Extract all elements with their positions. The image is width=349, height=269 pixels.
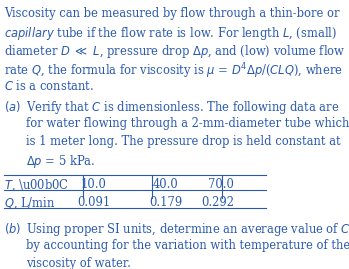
Text: Verify that $\it{C}$ is dimensionless. The following data are: Verify that $\it{C}$ is dimensionless. T… [26,99,340,116]
Text: diameter $\it{D}$ $\ll$ $\it{L}$, pressure drop $\Delta\it{p}$, and (low) volume: diameter $\it{D}$ $\ll$ $\it{L}$, pressu… [4,43,346,60]
Text: $(a)$: $(a)$ [4,99,21,114]
Text: $\it{capillary}$ tube if the flow rate is low. For length $\it{L}$, (small): $\it{capillary}$ tube if the flow rate i… [4,25,337,42]
Text: 0.179: 0.179 [149,196,182,209]
Text: is 1 meter long. The pressure drop is held constant at: is 1 meter long. The pressure drop is he… [26,135,341,148]
Text: 40.0: 40.0 [153,178,179,191]
Text: viscosity of water.: viscosity of water. [26,257,131,269]
Text: $(b)$: $(b)$ [4,221,21,236]
Text: by accounting for the variation with temperature of the: by accounting for the variation with tem… [26,239,349,252]
Text: Viscosity can be measured by flow through a thin-bore or: Viscosity can be measured by flow throug… [4,7,340,20]
Text: $\it{Q}$, L/min: $\it{Q}$, L/min [4,196,55,211]
Text: $\it{T}$, \u00b0C: $\it{T}$, \u00b0C [4,178,69,193]
Text: for water flowing through a 2-mm-diameter tube which: for water flowing through a 2-mm-diamete… [26,117,349,130]
Text: 0.292: 0.292 [201,196,234,209]
Text: 0.091: 0.091 [77,196,110,209]
Text: $\it{C}$ is a constant.: $\it{C}$ is a constant. [4,79,94,93]
Text: $\Delta\it{p}$ = 5 kPa.: $\Delta\it{p}$ = 5 kPa. [26,153,95,170]
Text: rate $\it{Q}$, the formula for viscosity is $\mu$ = $\it{D}^4$$\Delta\it{p}$/($\: rate $\it{Q}$, the formula for viscosity… [4,61,343,81]
Text: 10.0: 10.0 [81,178,106,191]
Text: Using proper SI units, determine an average value of $\it{C}$: Using proper SI units, determine an aver… [26,221,349,238]
Text: 70.0: 70.0 [208,178,234,191]
